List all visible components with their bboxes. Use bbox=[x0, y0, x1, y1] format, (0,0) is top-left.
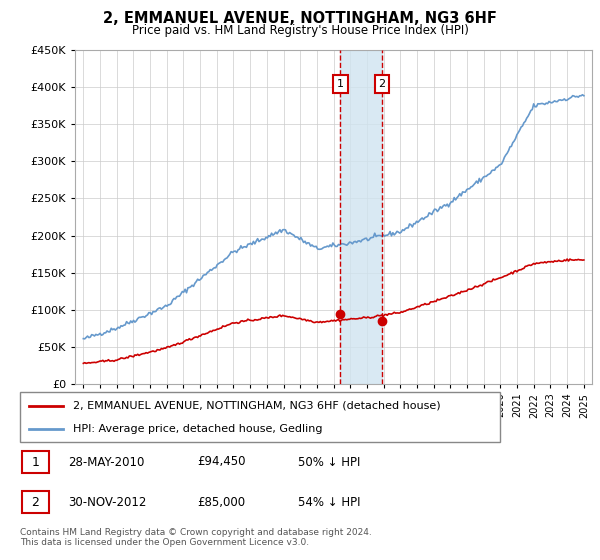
Text: 2: 2 bbox=[379, 79, 386, 88]
Text: 30-NOV-2012: 30-NOV-2012 bbox=[68, 496, 146, 508]
Text: 50% ↓ HPI: 50% ↓ HPI bbox=[298, 455, 361, 469]
Bar bbox=[340, 50, 382, 384]
Text: Price paid vs. HM Land Registry's House Price Index (HPI): Price paid vs. HM Land Registry's House … bbox=[131, 24, 469, 36]
FancyBboxPatch shape bbox=[22, 451, 49, 473]
FancyBboxPatch shape bbox=[20, 392, 500, 442]
Text: 1: 1 bbox=[31, 455, 40, 469]
Text: 2, EMMANUEL AVENUE, NOTTINGHAM, NG3 6HF (detached house): 2, EMMANUEL AVENUE, NOTTINGHAM, NG3 6HF … bbox=[73, 400, 440, 410]
Text: 1: 1 bbox=[337, 79, 344, 88]
Text: 2, EMMANUEL AVENUE, NOTTINGHAM, NG3 6HF: 2, EMMANUEL AVENUE, NOTTINGHAM, NG3 6HF bbox=[103, 11, 497, 26]
Text: 28-MAY-2010: 28-MAY-2010 bbox=[68, 455, 144, 469]
Text: £85,000: £85,000 bbox=[197, 496, 245, 508]
Text: HPI: Average price, detached house, Gedling: HPI: Average price, detached house, Gedl… bbox=[73, 424, 322, 434]
FancyBboxPatch shape bbox=[22, 491, 49, 513]
Text: 54% ↓ HPI: 54% ↓ HPI bbox=[298, 496, 361, 508]
Text: 2: 2 bbox=[31, 496, 40, 508]
Text: £94,450: £94,450 bbox=[197, 455, 246, 469]
Text: Contains HM Land Registry data © Crown copyright and database right 2024.
This d: Contains HM Land Registry data © Crown c… bbox=[20, 528, 371, 547]
